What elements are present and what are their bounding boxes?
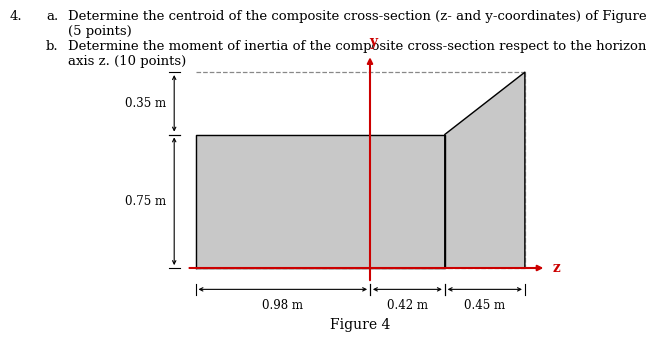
Polygon shape [444,72,525,268]
Text: Determine the moment of inertia of the composite cross-section respect to the ho: Determine the moment of inertia of the c… [68,40,646,53]
Text: 0.98 m: 0.98 m [262,299,303,312]
Text: axis z. (10 points): axis z. (10 points) [68,55,186,68]
Text: 0.42 m: 0.42 m [387,299,428,312]
Text: z: z [552,261,560,275]
Text: 4.: 4. [10,10,23,23]
Text: (5 points): (5 points) [68,25,132,38]
Text: y: y [369,36,377,49]
Text: 0.35 m: 0.35 m [125,97,166,110]
Polygon shape [196,135,444,268]
Text: Determine the centroid of the composite cross-section (z- and y-coordinates) of : Determine the centroid of the composite … [68,10,646,23]
Text: Figure 4: Figure 4 [330,318,390,332]
Text: 0.75 m: 0.75 m [125,195,166,208]
Text: a.: a. [46,10,58,23]
Text: b.: b. [46,40,59,53]
Text: 0.45 m: 0.45 m [464,299,505,312]
